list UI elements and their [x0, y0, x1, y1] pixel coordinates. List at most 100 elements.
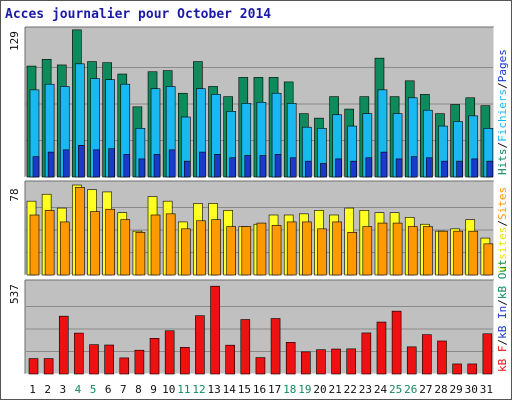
sites-bar-day-17: [271, 225, 282, 276]
kb-bar-day-8: [134, 349, 145, 375]
x-tick-label-day-7: 7: [120, 383, 127, 396]
x-tick-label-day-1: 1: [29, 383, 36, 396]
sites-bar-day-23: [362, 226, 373, 276]
x-tick-label-day-12: 12: [192, 383, 205, 396]
x-tick-label-day-10: 10: [162, 383, 175, 396]
x-tick-label-day-13: 13: [207, 383, 220, 396]
pages-bar-day-1: [32, 156, 40, 178]
pages-bar-day-5: [93, 149, 100, 178]
kb-bar-day-30: [467, 363, 478, 375]
x-tick-label-day-20: 20: [313, 383, 326, 396]
pages-bar-day-31: [486, 160, 494, 178]
chart-title: Acces journalier pour October 2014: [5, 7, 272, 22]
sites-bar-day-13: [211, 219, 221, 276]
sites-bar-day-6: [105, 208, 115, 276]
kb-bar-day-25: [391, 310, 402, 375]
kb-bar-day-26: [406, 346, 417, 375]
kb-bar-day-2: [43, 358, 54, 375]
panel-visits-sites-scale-label: 78: [8, 188, 21, 201]
kb-bar-day-22: [346, 348, 357, 375]
legend-segment: /: [496, 82, 509, 89]
pages-bar-day-9: [153, 154, 161, 178]
x-tick-label-day-4: 4: [75, 383, 82, 396]
sites-bar-day-4: [75, 187, 85, 276]
x-tick-label-day-22: 22: [344, 383, 357, 396]
panel-hits-files-pages-scale-label: 129: [8, 31, 21, 51]
sites-bar-day-9: [150, 214, 161, 276]
x-tick-label-day-11: 11: [177, 383, 190, 396]
x-tick-label-day-3: 3: [60, 383, 67, 396]
x-tick-label-day-16: 16: [253, 383, 266, 396]
legend-segment: Fichiers: [496, 89, 509, 142]
kb-bar-day-24: [376, 321, 387, 375]
sites-bar-day-24: [377, 222, 388, 276]
pages-bar-day-3: [62, 149, 70, 178]
x-tick-label-day-21: 21: [329, 383, 342, 396]
x-tick-label-day-29: 29: [450, 383, 463, 396]
pages-bar-day-13: [214, 154, 221, 178]
pages-bar-day-6: [108, 148, 115, 178]
pages-bar-day-21: [335, 158, 342, 178]
pages-bar-day-14: [229, 157, 236, 178]
legend-segment: /: [496, 299, 509, 306]
pages-bar-day-15: [244, 155, 252, 178]
sites-bar-day-29: [453, 230, 463, 276]
kb-bar-day-28: [437, 340, 447, 375]
kb-bar-day-15: [240, 319, 251, 375]
legend-segment: kB F: [496, 346, 509, 373]
sites-bar-day-11: [180, 228, 191, 276]
kb-bar-day-21: [331, 348, 341, 375]
kb-bar-day-17: [270, 318, 281, 375]
pages-bar-day-26: [410, 156, 418, 178]
legend-segment: Sites: [496, 187, 509, 220]
pages-bar-day-28: [441, 160, 448, 178]
pages-bar-day-18: [289, 157, 297, 178]
sites-bar-day-18: [286, 221, 297, 276]
sites-bar-day-7: [120, 219, 131, 276]
pages-bar-day-24: [380, 151, 388, 178]
pages-bar-day-23: [365, 157, 373, 178]
x-tick-label-day-15: 15: [238, 383, 251, 396]
pages-bar-day-17: [274, 154, 282, 178]
pages-bar-day-25: [395, 158, 403, 178]
sites-bar-day-8: [135, 232, 146, 276]
kb-bar-day-11: [179, 347, 190, 375]
kb-bar-day-6: [104, 344, 114, 375]
sites-bar-day-15: [241, 226, 252, 276]
x-tick-label-day-5: 5: [90, 383, 97, 396]
legend-segment: kB Out: [496, 259, 509, 299]
sites-bar-day-10: [165, 213, 176, 276]
x-tick-label-day-23: 23: [359, 383, 372, 396]
kb-bar-day-14: [225, 344, 235, 375]
kb-bar-day-16: [255, 357, 266, 375]
legend-segment: Visites: [496, 227, 509, 273]
kb-bar-day-20: [316, 349, 326, 375]
pages-bar-day-29: [456, 160, 463, 178]
legend-segment: /: [496, 339, 509, 346]
kb-bar-day-3: [58, 315, 69, 375]
sites-bar-day-3: [59, 221, 70, 276]
panel-hits-files-pages-legend: Hits/Fichiers/Pages: [496, 49, 509, 175]
pages-bar-day-7: [123, 154, 131, 178]
legend-segment: kB In: [496, 306, 509, 339]
sites-bar-day-5: [90, 211, 100, 276]
legend-segment: Hits: [496, 149, 509, 176]
sites-bar-day-31: [483, 243, 494, 276]
x-tick-label-day-30: 30: [465, 383, 478, 396]
kb-bar-day-29: [452, 363, 462, 375]
kb-bar-day-27: [422, 334, 432, 375]
sites-bar-day-20: [317, 228, 327, 276]
sites-bar-day-14: [226, 226, 236, 276]
x-tick-label-day-24: 24: [374, 383, 388, 396]
sites-bar-day-2: [44, 210, 55, 276]
sites-bar-day-22: [347, 232, 358, 276]
x-tick-label-day-8: 8: [135, 383, 142, 396]
kb-bar-day-1: [28, 358, 39, 375]
x-tick-label-day-26: 26: [404, 383, 417, 396]
sites-bar-day-27: [423, 226, 433, 276]
x-tick-label-day-25: 25: [389, 383, 402, 396]
sites-bar-day-26: [407, 226, 418, 276]
legend-segment: /: [496, 142, 509, 149]
